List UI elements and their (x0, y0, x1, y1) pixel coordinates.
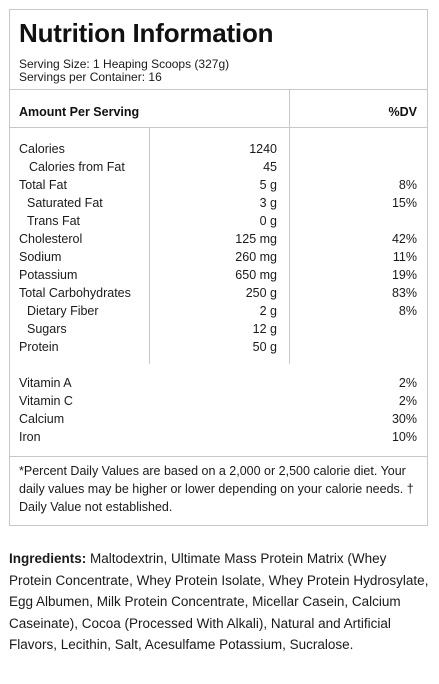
nutrient-name: Calories (19, 142, 65, 156)
nutrient-name: Dietary Fiber (27, 304, 99, 318)
nutrient-name: Potassium (19, 268, 78, 282)
vitamin-row-iron: Iron 10% (10, 428, 427, 446)
nutrient-row-saturated-fat: Saturated Fat 3 g 15% (10, 194, 427, 212)
nutrient-dv: 19% (391, 268, 417, 282)
nutrient-row-calories-from-fat: Calories from Fat 45 (10, 158, 427, 176)
column-divider-1 (149, 127, 150, 364)
nutrient-row-potassium: Potassium 650 mg 19% (10, 266, 427, 284)
nutrient-dv: 83% (391, 286, 417, 300)
nutrient-dv: 42% (391, 232, 417, 246)
nutrient-name: Cholesterol (19, 232, 83, 246)
divider-top (10, 89, 427, 90)
vitamin-name: Calcium (19, 412, 65, 426)
nutrient-amount: 0 g (259, 214, 277, 228)
nutrient-rows: Calories 1240 Calories from Fat 45 Total… (10, 140, 427, 446)
nutrient-name: Calories from Fat (29, 160, 125, 174)
nutrient-row-protein: Protein 50 g (10, 338, 427, 356)
vitamin-name: Iron (19, 430, 41, 444)
nutrient-name: Total Carbohydrates (19, 286, 131, 300)
nutrient-row-calories: Calories 1240 (10, 140, 427, 158)
nutrient-amount: 250 g (245, 286, 277, 300)
nutrient-dv: 15% (391, 196, 417, 210)
servings-per-container: Servings per Container: 16 (19, 70, 162, 84)
vitamin-row-calcium: Calcium 30% (10, 410, 427, 428)
nutrient-amount: 5 g (259, 178, 277, 192)
ingredients-label: Ingredients: (9, 551, 87, 566)
vitamin-row-vitamin-c: Vitamin C 2% (10, 392, 427, 410)
nutrient-amount: 125 mg (235, 232, 277, 246)
nutrient-amount: 3 g (259, 196, 277, 210)
nutrient-row-trans-fat: Trans Fat 0 g (10, 212, 427, 230)
section-gap (10, 356, 427, 374)
vitamin-dv: 2% (398, 394, 417, 408)
nutrient-amount: 50 g (252, 340, 277, 354)
nutrient-amount: 650 mg (235, 268, 277, 282)
nutrient-row-sugars: Sugars 12 g (10, 320, 427, 338)
nutrient-row-total-fat: Total Fat 5 g 8% (10, 176, 427, 194)
ingredients-block: Ingredients: Maltodextrin, Ultimate Mass… (9, 548, 429, 656)
nutrient-row-total-carbohydrates: Total Carbohydrates 250 g 83% (10, 284, 427, 302)
nutrient-name: Sugars (27, 322, 67, 336)
header-amount: Amount Per Serving (19, 105, 140, 119)
nutrient-amount: 45 (263, 160, 277, 174)
vitamin-dv: 30% (391, 412, 417, 426)
nutrient-row-dietary-fiber: Dietary Fiber 2 g 8% (10, 302, 427, 320)
nutrient-amount: 12 g (252, 322, 277, 336)
serving-info: Serving Size: 1 Heaping Scoops (327g) Se… (19, 58, 229, 84)
footnote: *Percent Daily Values are based on a 2,0… (19, 464, 414, 514)
nutrient-dv: 11% (392, 250, 417, 264)
nutrient-amount: 1240 (249, 142, 277, 156)
nutrient-dv: 8% (398, 178, 417, 192)
nutrient-name: Total Fat (19, 178, 67, 192)
nutrient-name: Trans Fat (27, 214, 81, 228)
divider-header (10, 127, 427, 128)
panel-title: Nutrition Information (19, 18, 274, 48)
nutrient-name: Sodium (19, 250, 62, 264)
nutrient-name: Protein (19, 340, 59, 354)
nutrient-amount: 260 mg (235, 250, 277, 264)
vitamin-name: Vitamin C (19, 394, 73, 408)
header-dv: %DV (388, 105, 417, 119)
nutrient-dv: 8% (398, 304, 417, 318)
nutrition-panel: Nutrition Information Serving Size: 1 He… (9, 9, 428, 526)
column-divider-2 (289, 127, 290, 364)
nutrient-row-sodium: Sodium 260 mg 11% (10, 248, 427, 266)
header-column-divider (289, 89, 290, 127)
divider-footnote (10, 456, 427, 457)
vitamin-row-vitamin-a: Vitamin A 2% (10, 374, 427, 392)
ingredients-text: Maltodextrin, Ultimate Mass Protein Matr… (9, 551, 429, 652)
vitamin-dv: 2% (398, 376, 417, 390)
nutrient-name: Saturated Fat (27, 196, 103, 210)
vitamin-name: Vitamin A (19, 376, 72, 390)
vitamin-dv: 10% (391, 430, 417, 444)
nutrient-row-cholesterol: Cholesterol 125 mg 42% (10, 230, 427, 248)
serving-size: Serving Size: 1 Heaping Scoops (327g) (19, 57, 230, 71)
nutrient-amount: 2 g (259, 304, 277, 318)
